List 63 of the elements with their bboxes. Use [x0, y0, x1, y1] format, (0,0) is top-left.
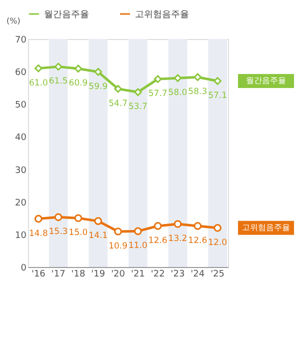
x-tick-label: '23: [170, 270, 185, 280]
data-label: 58.0: [168, 88, 188, 98]
data-label: 61.5: [48, 76, 68, 87]
y-axis-title: (%): [6, 16, 20, 26]
data-label: 60.9: [68, 78, 88, 89]
data-label: 61.0: [28, 78, 48, 88]
point: [214, 77, 222, 85]
point: [54, 62, 62, 71]
data-label: 15.3: [48, 227, 68, 238]
y-tick-label: 70: [15, 36, 27, 46]
y-tick-label: 60: [15, 68, 27, 78]
point: [174, 220, 182, 228]
data-label: 15.0: [68, 228, 88, 238]
data-label: 57.1: [208, 91, 228, 102]
point: [74, 64, 82, 73]
point: [34, 214, 42, 223]
point: [134, 227, 142, 236]
x-tick-label: '21: [130, 270, 145, 280]
x-tick-label: '25: [210, 270, 225, 280]
data-label: 58.3: [188, 87, 208, 98]
x-tick-label: '19: [91, 270, 106, 280]
x-tick-label: '16: [31, 270, 46, 280]
y-tick-label: 20: [15, 198, 27, 208]
data-label: 53.7: [128, 102, 148, 112]
point: [74, 214, 82, 222]
point: [154, 75, 162, 83]
text: 고위험음주율: [242, 222, 290, 232]
legend-label: 월간음주율: [44, 10, 89, 20]
data-label: 59.9: [88, 82, 108, 92]
point: [34, 64, 42, 72]
point: [174, 74, 182, 82]
point: [94, 68, 102, 76]
data-label: 13.2: [168, 234, 188, 244]
y-tick-label: 0: [20, 264, 27, 274]
y-tick-label: 30: [15, 166, 27, 176]
text: 월간음주율: [246, 76, 286, 86]
point: [114, 228, 122, 236]
x-tick-label: '24: [190, 270, 205, 280]
legend-label: 고위험음주율: [135, 10, 189, 20]
x-tick-label: '22: [150, 270, 165, 280]
y-tick-label: 40: [15, 133, 27, 144]
data-label: 14.1: [88, 231, 108, 242]
data-label: 10.9: [108, 241, 128, 252]
data-label: 12.6: [148, 236, 168, 246]
point: [54, 213, 62, 222]
data-label: 11.0: [128, 241, 148, 252]
y-tick-label: 10: [15, 230, 27, 241]
point: [194, 73, 202, 82]
data-label: 12.6: [188, 236, 208, 246]
data-label: 54.7: [108, 98, 128, 109]
x-tick-label: '17: [51, 270, 66, 280]
point: [94, 217, 102, 225]
point: [154, 222, 162, 230]
data-label: 57.7: [148, 89, 168, 100]
x-tick-label: '18: [71, 270, 86, 280]
x-tick-label: '20: [111, 270, 126, 280]
point: [194, 222, 202, 230]
y-tick-label: 50: [15, 100, 27, 111]
point: [214, 224, 222, 232]
point: [134, 88, 142, 96]
data-label: 12.0: [208, 238, 228, 248]
point: [114, 84, 122, 93]
data-label: 14.8: [28, 228, 48, 239]
